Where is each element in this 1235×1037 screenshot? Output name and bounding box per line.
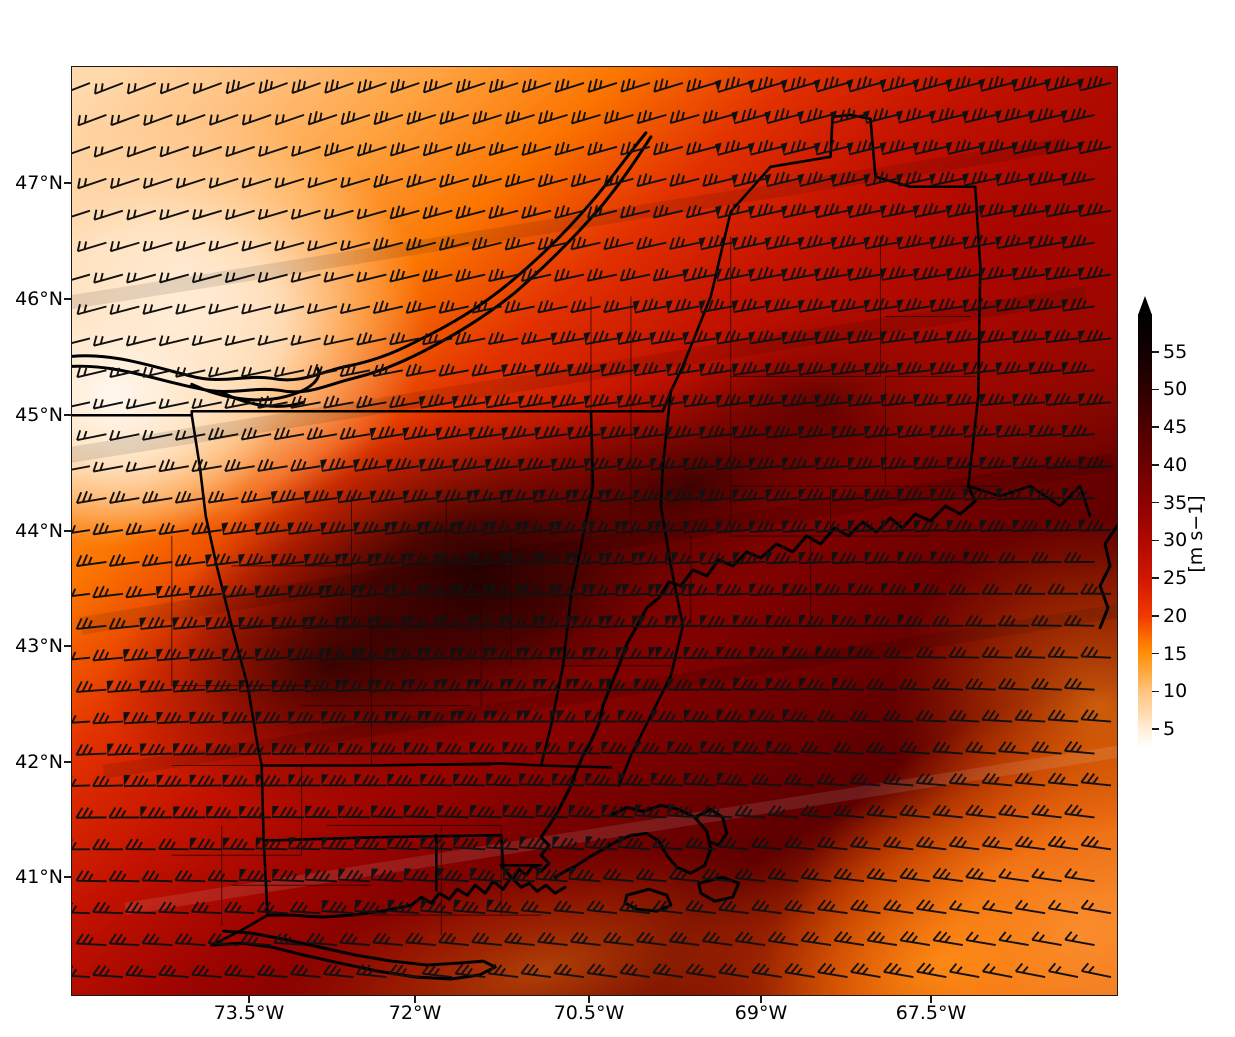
colorbar-tick-label-25: 25 <box>1163 567 1188 590</box>
ytick-label-44n: 44°N <box>15 520 63 542</box>
colorbar-tick-label-30: 30 <box>1163 529 1188 552</box>
xtick-label-73-5w: 73.5°W <box>213 1002 285 1024</box>
ytick-label-45n: 45°N <box>15 404 63 426</box>
colorbar[interactable] <box>1133 296 1157 766</box>
xtick-mark--72 <box>414 996 416 1003</box>
colorbar-tick-label-50: 50 <box>1163 378 1188 401</box>
colorbar-tick-label-40: 40 <box>1163 453 1188 476</box>
colorbar-tickmark-10 <box>1152 690 1159 693</box>
xtick-mark--69 <box>760 996 762 1003</box>
colorbar-tickmark-25 <box>1152 577 1159 579</box>
colorbar-extend-max-arrow <box>1138 296 1152 315</box>
colorbar-tickmark-15 <box>1152 652 1159 655</box>
colorbar-tickmark-20 <box>1152 615 1159 617</box>
colorbar-axis-label: [m s−1] <box>1185 495 1207 573</box>
ytick-label-47n: 47°N <box>15 172 63 194</box>
shear-east-warm <box>890 516 1117 896</box>
map-plot-area <box>71 66 1118 996</box>
xtick-label-67-5w: 67.5°W <box>895 1002 967 1024</box>
ytick-mark-41 <box>64 876 71 878</box>
colorbar-tickmark-45 <box>1152 426 1159 428</box>
ytick-mark-42 <box>64 761 71 763</box>
ytick-mark-47 <box>64 182 71 184</box>
xtick-label-70-5w: 70.5°W <box>553 1002 625 1024</box>
colorbar-tick-label-55: 55 <box>1163 340 1188 363</box>
ytick-mark-44 <box>64 530 71 532</box>
colorbar-extend-min-arrow <box>1138 747 1152 766</box>
ytick-mark-46 <box>64 298 71 300</box>
colorbar-tick-label-15: 15 <box>1163 642 1188 665</box>
colorbar-gradient <box>1138 314 1152 748</box>
shear-ne-red <box>730 67 1117 477</box>
colorbar-tick-label-45: 45 <box>1163 416 1188 439</box>
colorbar-tickmark-35 <box>1152 501 1159 504</box>
colorbar-tick-label-5: 5 <box>1163 718 1176 741</box>
colorbar-tick-label-10: 10 <box>1163 680 1188 703</box>
xtick-mark--73-5 <box>248 996 250 1003</box>
shear-field-canvas <box>72 67 1117 995</box>
colorbar-tickmark-55 <box>1152 350 1159 353</box>
ytick-label-41n: 41°N <box>15 866 63 888</box>
xtick-mark--70-5 <box>588 996 590 1003</box>
colorbar-tickmark-40 <box>1152 464 1159 466</box>
colorbar-tickmark-30 <box>1152 539 1159 542</box>
colorbar-tick-label-35: 35 <box>1163 491 1188 514</box>
ytick-mark-43 <box>64 645 71 647</box>
xtick-label-72w: 72°W <box>388 1002 442 1024</box>
ytick-label-43n: 43°N <box>15 635 63 657</box>
xtick-mark--67-5 <box>930 996 932 1003</box>
ytick-label-42n: 42°N <box>15 751 63 773</box>
colorbar-tickmark-50 <box>1152 388 1159 391</box>
colorbar-tick-label-20: 20 <box>1163 604 1188 627</box>
ytick-mark-45 <box>64 414 71 416</box>
xtick-label-69w: 69°W <box>734 1002 788 1024</box>
colorbar-tickmark-5 <box>1152 728 1159 730</box>
ytick-label-46n: 46°N <box>15 288 63 310</box>
